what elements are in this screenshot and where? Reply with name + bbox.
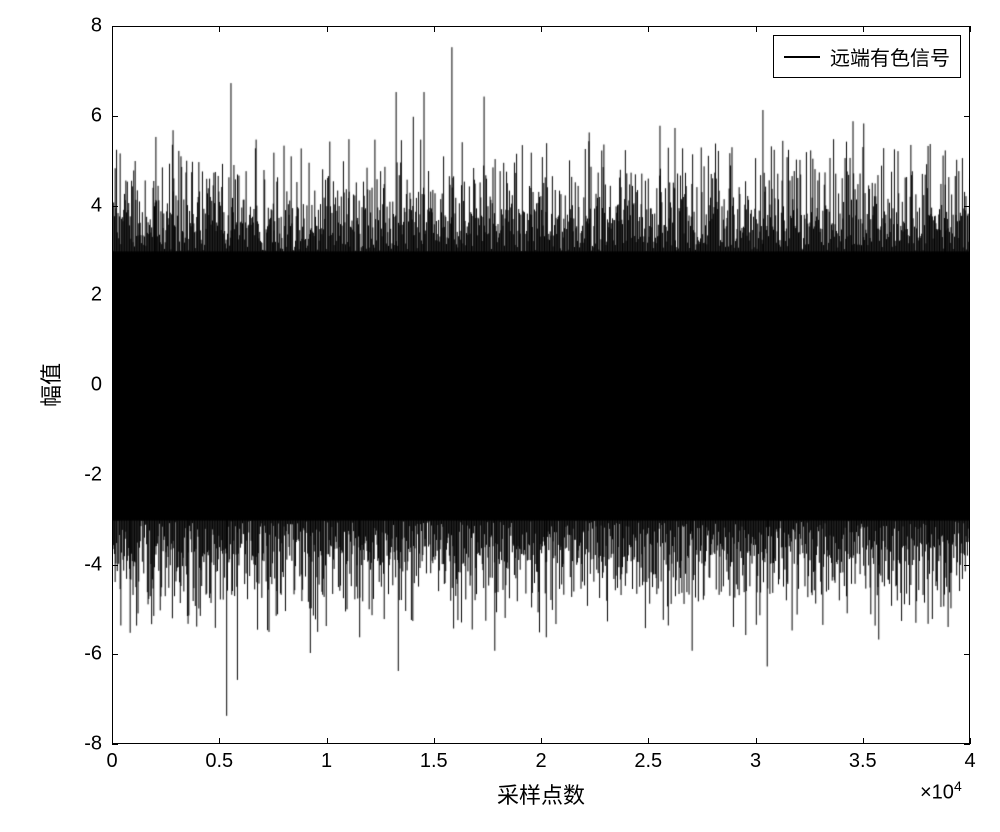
y-tick-mark [964, 565, 970, 566]
y-tick-mark [964, 385, 970, 386]
x-tick-mark [219, 26, 220, 32]
y-axis-label: 幅值 [34, 363, 66, 407]
y-tick-label: 6 [91, 104, 102, 127]
x-tick-label: 1 [321, 750, 332, 773]
x-tick-label: 2 [535, 750, 546, 773]
y-tick-mark [112, 565, 118, 566]
y-tick-mark [964, 116, 970, 117]
y-tick-label: -2 [84, 463, 102, 486]
x-axis-label: 采样点数 [497, 778, 585, 810]
x-tick-mark [756, 738, 757, 744]
x-tick-label: 4 [964, 750, 975, 773]
legend-text: 远端有色信号 [830, 42, 950, 71]
exponent-base: ×10 [920, 782, 954, 804]
x-tick-mark [756, 26, 757, 32]
x-tick-mark [327, 738, 328, 744]
x-tick-label: 3.5 [849, 750, 877, 773]
y-tick-mark [964, 744, 970, 745]
y-tick-mark [112, 654, 118, 655]
y-tick-label: 4 [91, 194, 102, 217]
x-tick-label: 2.5 [634, 750, 662, 773]
y-tick-mark [112, 744, 118, 745]
x-tick-mark [541, 738, 542, 744]
y-tick-label: 2 [91, 284, 102, 307]
exponent-sup: 4 [954, 778, 962, 794]
y-tick-mark [112, 295, 118, 296]
signal-canvas [113, 27, 970, 744]
y-tick-label: -8 [84, 733, 102, 756]
y-tick-mark [964, 295, 970, 296]
y-tick-label: 0 [91, 374, 102, 397]
y-tick-mark [112, 26, 118, 27]
x-tick-label: 3 [750, 750, 761, 773]
signal-figure: 远端有色信号 0 0.5 1 1.5 2 2.5 3 3.5 4 -8 -6 -4 -2 0 2 4 6 8 采… [0, 0, 1000, 832]
plot-area: 远端有色信号 [112, 26, 970, 744]
x-tick-mark [434, 26, 435, 32]
x-tick-mark [541, 26, 542, 32]
x-tick-mark [863, 738, 864, 744]
y-tick-mark [112, 116, 118, 117]
x-tick-mark [970, 26, 971, 32]
x-tick-mark [434, 738, 435, 744]
x-tick-mark [970, 738, 971, 744]
y-tick-mark [964, 475, 970, 476]
y-tick-mark [112, 206, 118, 207]
x-tick-label: 0 [106, 750, 117, 773]
x-axis-exponent: ×104 [920, 778, 962, 805]
y-tick-mark [964, 26, 970, 27]
x-tick-mark [863, 26, 864, 32]
y-tick-label: 8 [91, 15, 102, 38]
y-tick-mark [112, 385, 118, 386]
y-tick-label: -4 [84, 553, 102, 576]
x-tick-mark [327, 26, 328, 32]
legend-line-swatch [784, 56, 820, 58]
y-tick-label: -6 [84, 643, 102, 666]
x-tick-mark [648, 738, 649, 744]
x-tick-label: 1.5 [420, 750, 448, 773]
legend: 远端有色信号 [773, 35, 961, 78]
x-tick-label: 0.5 [205, 750, 233, 773]
x-tick-mark [219, 738, 220, 744]
y-tick-mark [112, 475, 118, 476]
y-tick-mark [964, 206, 970, 207]
x-tick-mark [648, 26, 649, 32]
y-tick-mark [964, 654, 970, 655]
